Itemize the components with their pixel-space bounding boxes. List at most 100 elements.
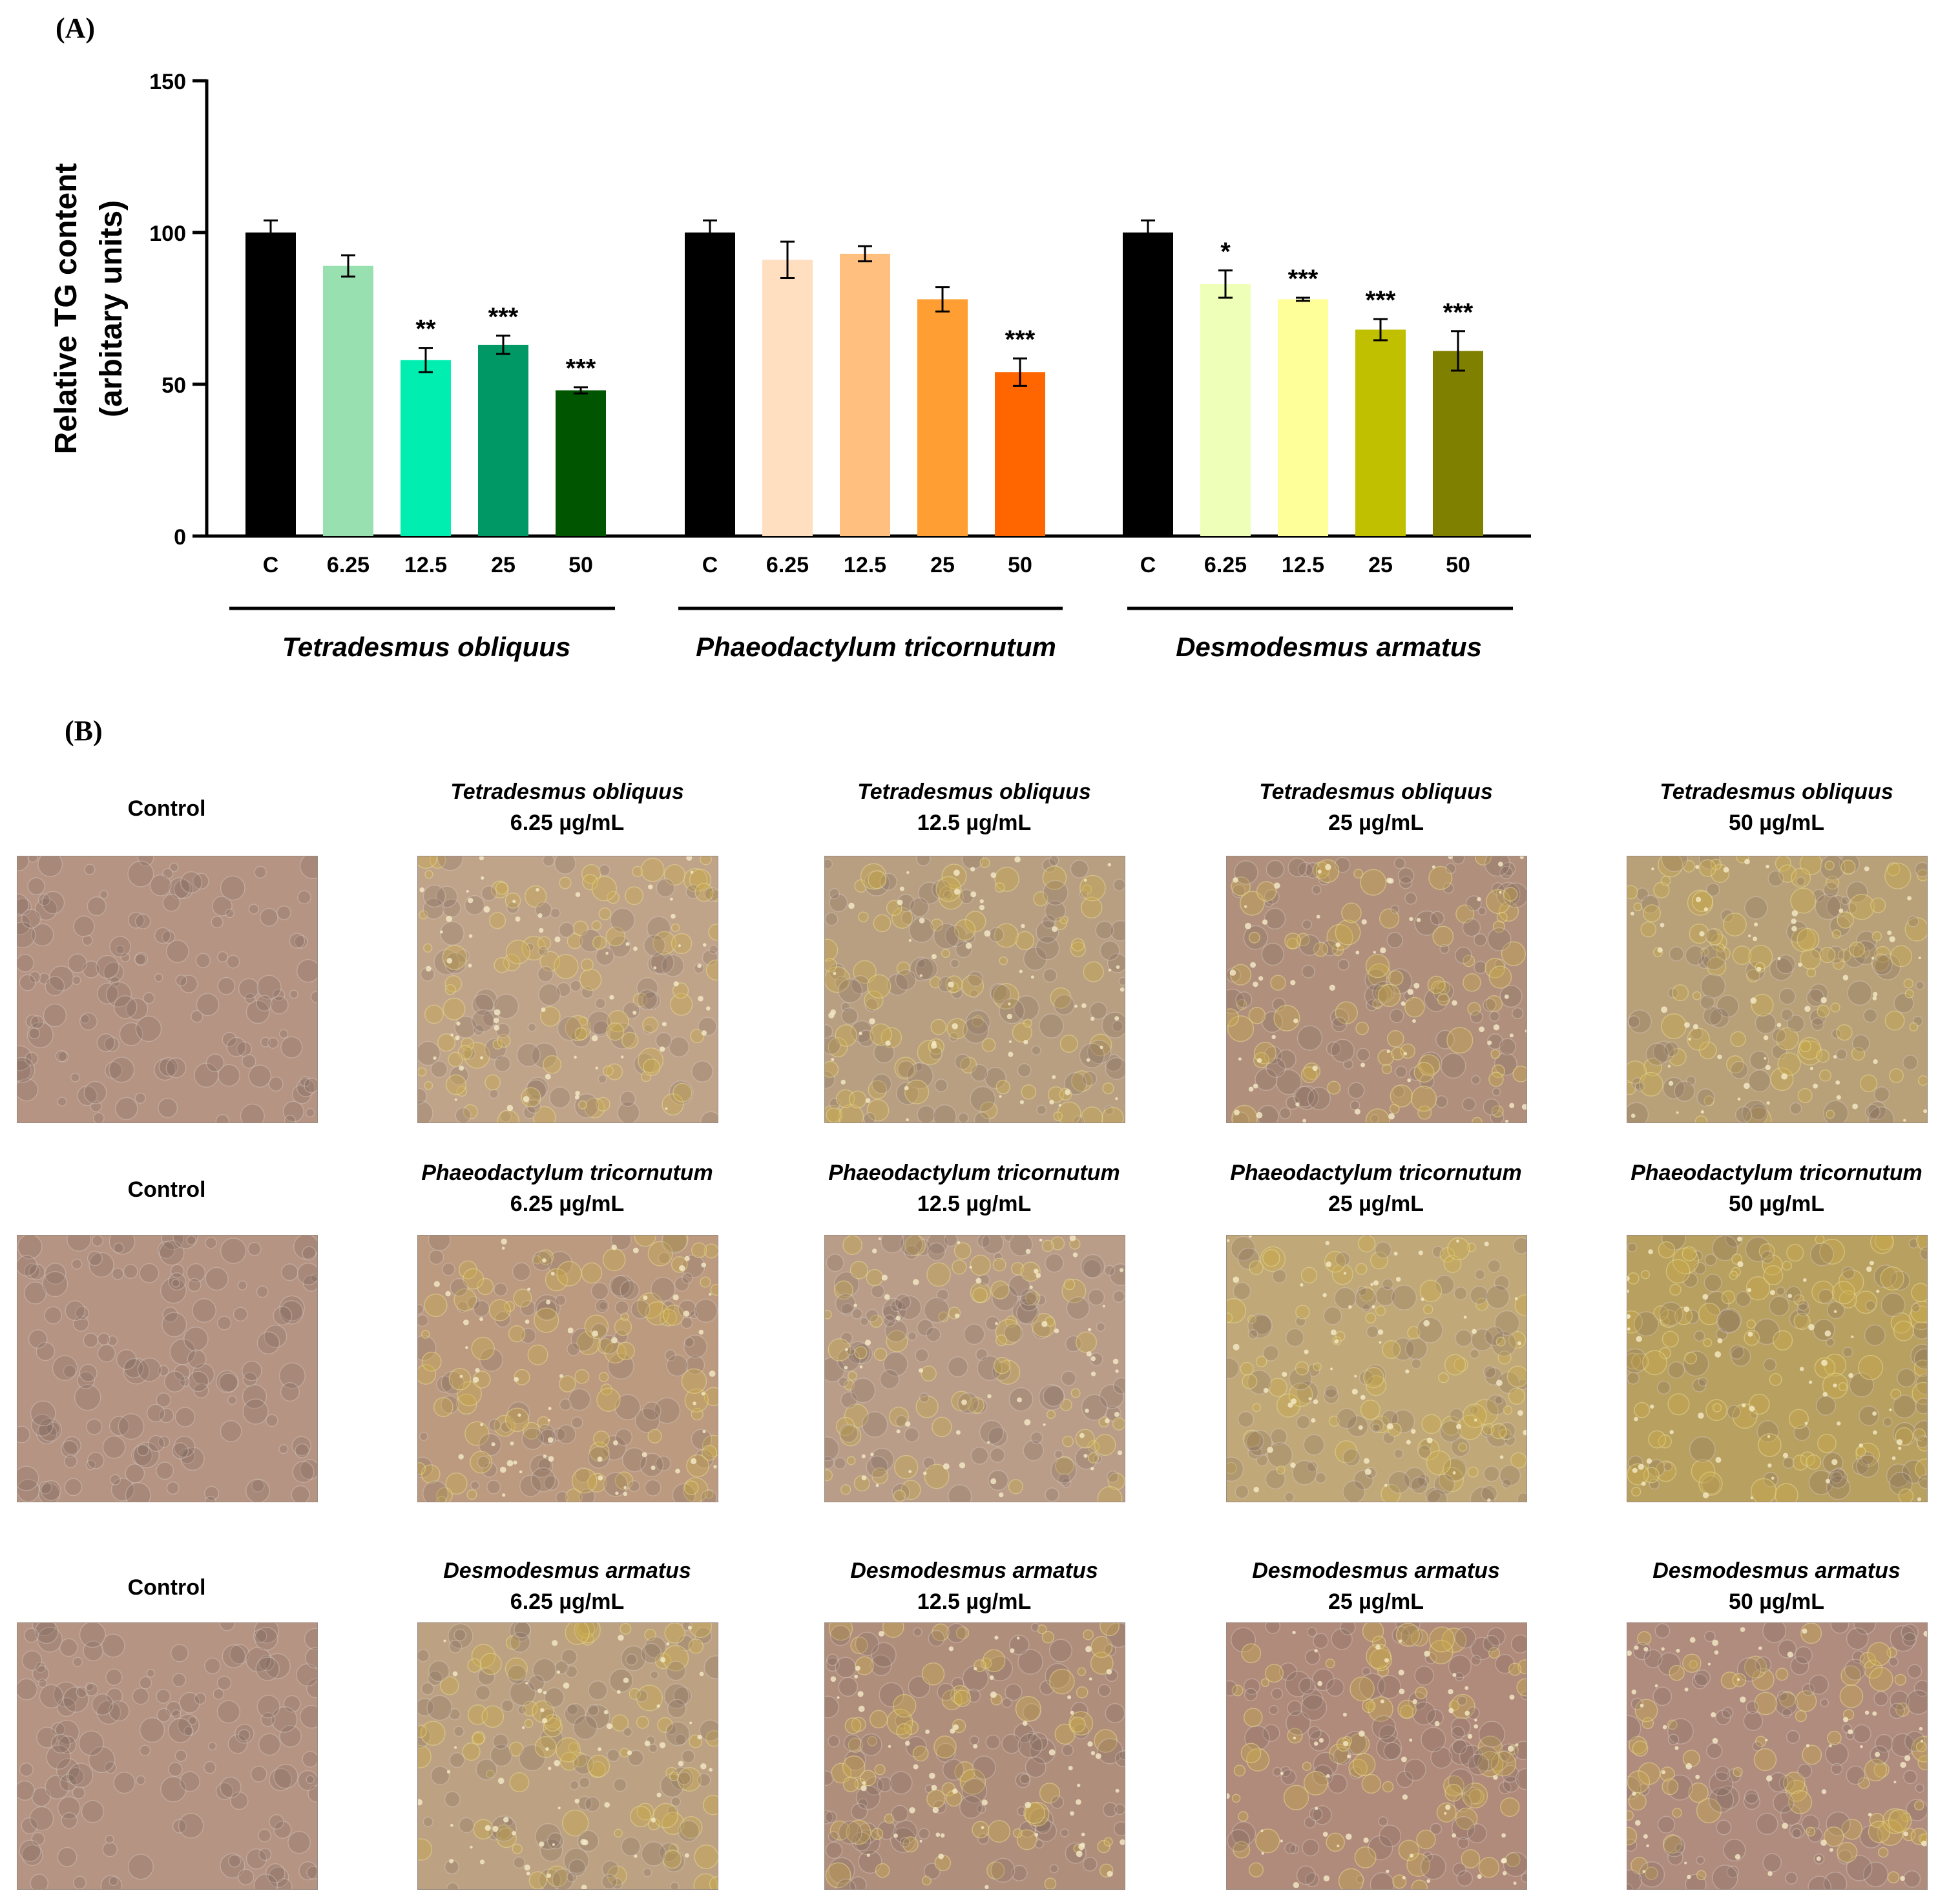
panel-b-label: (B) (65, 715, 103, 747)
bar (323, 265, 373, 536)
species-label: Phaeodactylum tricornutum (1230, 1161, 1522, 1185)
micrograph-treatment-cell: Phaeodactylum tricornutum 12.5 µg/mL (806, 1157, 1142, 1219)
concentration-label: 6.25 µg/mL (510, 811, 625, 835)
micrograph-control-cell: Control (0, 776, 335, 824)
x-tick-label: 6.25 (766, 553, 809, 577)
y-tick-label: 150 (149, 70, 186, 94)
concentration-label: 6.25 µg/mL (510, 1192, 625, 1216)
x-tick-label: 6.25 (327, 553, 370, 577)
x-tick-label: 50 (1446, 553, 1470, 577)
micrograph-title: Control (0, 1174, 335, 1205)
species-label: Tetradesmus obliquus (1259, 780, 1493, 804)
y-tick-label: 50 (162, 373, 186, 398)
cell-micrograph-image (417, 856, 718, 1123)
cell-micrograph-image (1226, 1622, 1527, 1890)
micrograph-title: Tetradesmus obliquus 25 µg/mL (1208, 776, 1544, 838)
micrograph-treatment-cell: Tetradesmus obliquus 25 µg/mL (1208, 776, 1544, 838)
micrograph-title: Control (0, 1572, 335, 1603)
x-tick-label: C (1140, 553, 1156, 577)
cell-micrograph-image (1627, 1622, 1928, 1890)
control-label: Control (127, 796, 206, 821)
micrograph-title: Desmodesmus armatus 50 µg/mL (1609, 1555, 1938, 1617)
species-label: Phaeodactylum tricornutum (828, 1161, 1120, 1185)
y-axis-title-line1: Relative TG content (49, 163, 83, 455)
cell-micrograph-image (1226, 856, 1527, 1123)
cell-micrograph-image (824, 1235, 1125, 1502)
significance-label: * (1220, 238, 1231, 266)
bar (556, 390, 606, 536)
bar (917, 299, 968, 536)
micrograph-treatment-cell: Tetradesmus obliquus 6.25 µg/mL (399, 776, 735, 838)
cell-micrograph-image (824, 856, 1125, 1123)
significance-label: *** (1005, 326, 1036, 354)
x-tick-label: 25 (930, 553, 955, 577)
significance-label: *** (488, 303, 519, 331)
concentration-label: 12.5 µg/mL (917, 1192, 1032, 1216)
bar (1123, 233, 1173, 536)
concentration-label: 25 µg/mL (1328, 1589, 1424, 1614)
micrograph-treatment-cell: Desmodesmus armatus 12.5 µg/mL (806, 1555, 1142, 1617)
concentration-label: 50 µg/mL (1728, 811, 1825, 835)
micrograph-treatment-cell: Phaeodactylum tricornutum 6.25 µg/mL (399, 1157, 735, 1219)
micrograph-title: Phaeodactylum tricornutum 6.25 µg/mL (399, 1157, 735, 1219)
panel-a-label: (A) (56, 12, 96, 44)
concentration-label: 50 µg/mL (1728, 1192, 1825, 1216)
micrograph-control-cell: Control (0, 1157, 335, 1205)
micrograph-title: Phaeodactylum tricornutum 50 µg/mL (1609, 1157, 1938, 1219)
micrograph-title: Phaeodactylum tricornutum 12.5 µg/mL (806, 1157, 1142, 1219)
species-label: Desmodesmus armatus (1652, 1558, 1901, 1583)
micrograph-treatment-cell: Phaeodactylum tricornutum 25 µg/mL (1208, 1157, 1544, 1219)
species-label: Tetradesmus obliquus (450, 780, 684, 804)
cell-micrograph-image (17, 1622, 318, 1890)
species-label: Desmodesmus armatus (850, 1558, 1098, 1583)
significance-label: *** (1288, 265, 1318, 293)
concentration-label: 12.5 µg/mL (917, 1589, 1032, 1614)
bar (1433, 351, 1483, 536)
y-tick-label: 0 (174, 525, 186, 550)
micrograph-title: Phaeodactylum tricornutum 25 µg/mL (1208, 1157, 1544, 1219)
concentration-label: 12.5 µg/mL (917, 811, 1032, 835)
micrograph-title: Tetradesmus obliquus 6.25 µg/mL (399, 776, 735, 838)
micrograph-title: Tetradesmus obliquus 12.5 µg/mL (806, 776, 1142, 838)
micrograph-treatment-cell: Desmodesmus armatus 6.25 µg/mL (399, 1555, 735, 1617)
cell-micrograph-image (1627, 1235, 1928, 1502)
micrograph-title: Control (0, 793, 335, 824)
micrograph-treatment-cell: Desmodesmus armatus 25 µg/mL (1208, 1555, 1544, 1617)
species-label: Desmodesmus armatus (1252, 1558, 1500, 1583)
cell-micrograph-image (417, 1622, 718, 1890)
bar (401, 360, 451, 536)
cell-micrograph-image (17, 856, 318, 1123)
control-label: Control (127, 1575, 206, 1600)
concentration-label: 25 µg/mL (1328, 1192, 1424, 1216)
bar (840, 253, 890, 536)
significance-label: *** (1443, 298, 1474, 327)
micrograph-treatment-cell: Desmodesmus armatus 50 µg/mL (1609, 1555, 1938, 1617)
x-tick-label: 6.25 (1204, 553, 1247, 577)
micrograph-title: Tetradesmus obliquus 50 µg/mL (1609, 776, 1938, 838)
species-label: Tetradesmus obliquus (1660, 780, 1893, 804)
control-label: Control (127, 1177, 206, 1202)
cell-micrograph-image (824, 1622, 1125, 1890)
bar (1355, 329, 1406, 536)
concentration-label: 25 µg/mL (1328, 811, 1424, 835)
species-label: Desmodesmus armatus (443, 1558, 691, 1583)
significance-label: *** (1366, 286, 1396, 315)
species-label: Phaeodactylum tricornutum (421, 1161, 713, 1185)
species-label: Tetradesmus obliquus (857, 780, 1091, 804)
bar (995, 372, 1045, 536)
concentration-label: 50 µg/mL (1728, 1589, 1825, 1614)
significance-label: *** (566, 355, 596, 383)
concentration-label: 6.25 µg/mL (510, 1589, 625, 1614)
x-tick-label: 50 (1008, 553, 1032, 577)
bar (1278, 299, 1328, 536)
cell-micrograph-image (17, 1235, 318, 1502)
y-tick-label: 100 (149, 222, 186, 246)
bar (245, 233, 296, 536)
group-label: Tetradesmus obliquus (282, 632, 571, 662)
micrograph-title: Desmodesmus armatus 6.25 µg/mL (399, 1555, 735, 1617)
x-tick-label: 25 (1368, 553, 1393, 577)
significance-label: ** (415, 315, 436, 344)
bar (478, 344, 528, 536)
x-tick-label: 25 (491, 553, 516, 577)
x-tick-label: 12.5 (1282, 553, 1324, 577)
